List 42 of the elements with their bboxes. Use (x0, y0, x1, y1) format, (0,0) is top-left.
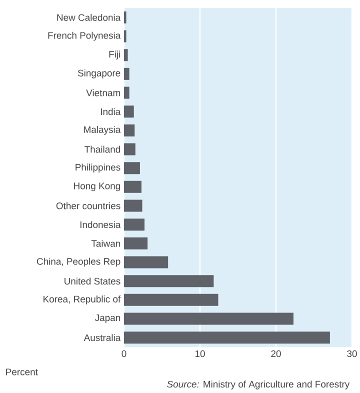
bar (124, 143, 136, 156)
x-tick-label: 30 (346, 350, 357, 358)
y-tick-label: Malaysia (84, 126, 120, 135)
bar (124, 332, 330, 344)
y-tick-label: Indonesia (80, 221, 120, 228)
bar (124, 200, 142, 212)
bar (124, 124, 134, 136)
x-tick-label: 0 (122, 350, 126, 358)
x-tick-label: 10 (195, 350, 205, 358)
y-tick-label: Korea, Republic of (43, 296, 120, 304)
y-tick-label: Taiwan (91, 240, 120, 247)
bar (124, 256, 168, 268)
bar (124, 106, 134, 118)
y-tick-label: Hong Kong (74, 182, 120, 192)
bar (124, 294, 218, 306)
bar (124, 237, 148, 250)
text: Source: Ministry of Agriculture and Forestry (166, 380, 350, 390)
bar (124, 11, 126, 24)
bar (124, 68, 130, 80)
y-tick-label: Fiji (109, 50, 120, 60)
y-tick-label: India (100, 108, 120, 116)
bar (124, 180, 142, 193)
bar (124, 162, 140, 174)
bar (124, 218, 144, 231)
y-tick-label: French Polynesia (48, 32, 120, 41)
y-tick-label: New Caledonia (57, 14, 120, 21)
y-tick-label: Vietnam (86, 89, 120, 96)
y-tick-label: Japan (94, 314, 120, 323)
x-tick-label: 20 (270, 350, 281, 358)
y-tick-label: China, Peoples Rep (36, 258, 120, 267)
y-tick-label: Other countries (56, 202, 120, 210)
y-tick-label: Thailand (84, 146, 120, 153)
x-axis-title: Percent (6, 368, 38, 376)
y-tick-label: Australia (84, 334, 120, 342)
bar (124, 275, 214, 288)
bar (124, 49, 128, 62)
bar (124, 86, 130, 99)
y-tick-label: Singapore (78, 70, 120, 78)
y-tick-label: United States (64, 278, 120, 285)
bar (124, 312, 294, 325)
y-tick-label: Philippines (75, 164, 120, 172)
bar (124, 30, 126, 42)
